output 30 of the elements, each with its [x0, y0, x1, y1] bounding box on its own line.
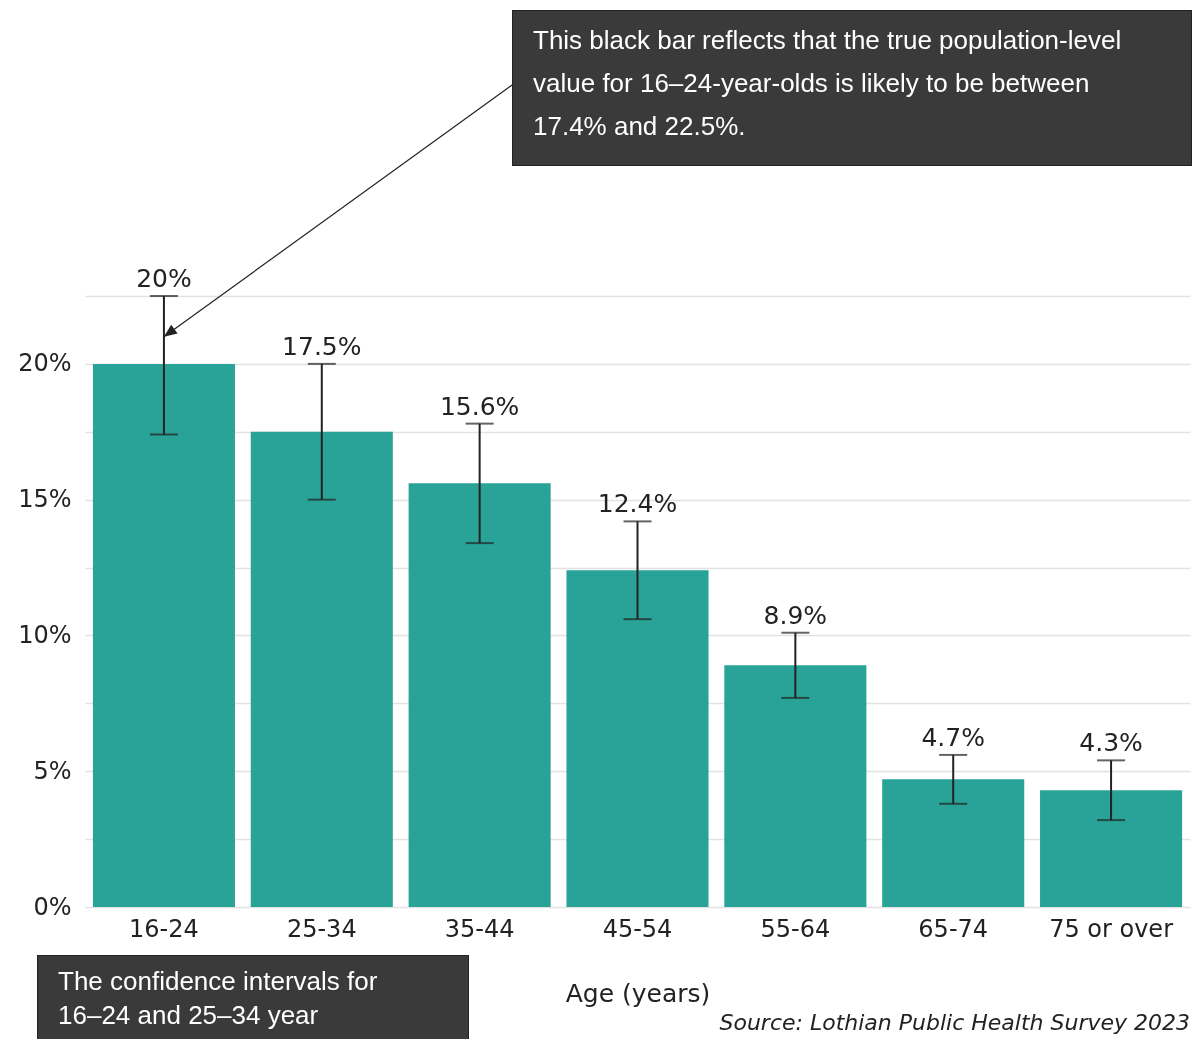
bar	[92, 363, 235, 907]
data-label: 4.7%	[921, 722, 985, 752]
bar	[882, 779, 1025, 907]
x-tick-label: 45-54	[602, 914, 673, 943]
bar	[566, 570, 709, 907]
bar	[724, 665, 867, 907]
y-tick-label: 5%	[33, 756, 72, 785]
x-tick-label: 35-44	[444, 914, 515, 943]
data-label: 12.4%	[597, 489, 678, 519]
y-tick-label: 20%	[18, 349, 72, 378]
data-label: 4.3%	[1079, 728, 1143, 758]
x-tick-label: 25-34	[286, 914, 357, 943]
y-tick-label: 15%	[18, 485, 72, 514]
bar	[408, 483, 551, 907]
data-label: 17.5%	[282, 331, 362, 361]
data-label: 8.9%	[763, 600, 828, 630]
text: The confidence intervals for 16–24 and 25–34 year	[37, 955, 469, 1039]
x-tick-label: 16-24	[129, 914, 199, 943]
annotation: This black bar reflects that the true population-level value for 16–24-year-olds is likely to be between 17.4% and 22.5%.	[512, 10, 1192, 166]
x-tick-label: 65-74	[918, 914, 989, 943]
y-tick-label: 0%	[33, 892, 72, 921]
data-label: 15.6%	[439, 391, 520, 421]
bar	[1040, 790, 1183, 907]
y-tick-label: 10%	[18, 620, 72, 649]
x-tick-label: 55-64	[760, 914, 831, 943]
source-note: Source: Lothian Public Health Survey 2023	[719, 1010, 1190, 1035]
bar	[250, 431, 393, 907]
x-axis-title: Age (years)	[565, 978, 711, 1008]
data-label: 20%	[136, 264, 192, 293]
x-tick-label: 75 or over	[1049, 914, 1174, 943]
